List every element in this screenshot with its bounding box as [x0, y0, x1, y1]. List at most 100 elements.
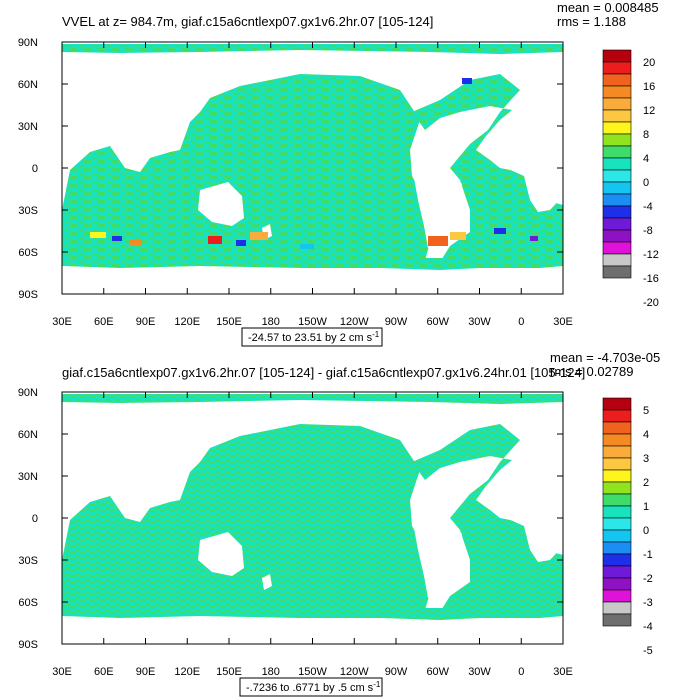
x-tick-label: 30E — [52, 316, 72, 328]
range-label: -.7236 to .6771 by .5 cm s — [246, 682, 374, 694]
x-tick-label: 90E — [136, 666, 156, 678]
y-axis: 90N 60N 30N 0 30S 60S 90S — [18, 37, 563, 301]
x-tick-label: 0 — [518, 666, 524, 678]
x-tick-label: 180 — [262, 316, 280, 328]
y-tick-label: 90N — [18, 387, 38, 399]
x-tick-label: 30W — [468, 316, 491, 328]
x-tick-label: 150E — [216, 316, 242, 328]
colorbar-label: -4 — [643, 621, 653, 633]
land-south-america — [414, 508, 462, 598]
x-tick-label: 60E — [94, 316, 114, 328]
chart-title: VVEL at z= 984.7m, giaf.c15a6cntlexp07.g… — [62, 14, 433, 29]
x-tick-label: 30E — [553, 316, 573, 328]
x-tick-label: 150W — [298, 666, 327, 678]
x-tick-label: 120W — [340, 316, 369, 328]
x-tick-label: 60W — [426, 666, 449, 678]
colorbar-label: -16 — [643, 273, 659, 285]
colorbar-swatch — [602, 481, 632, 495]
colorbar-label: 8 — [643, 129, 649, 141]
colorbar-label: -12 — [643, 249, 659, 261]
colorbar-swatch — [602, 469, 632, 483]
colorbar-swatch — [602, 85, 632, 99]
range-units-sup: -1 — [372, 330, 380, 339]
colorbar-label: 4 — [643, 153, 649, 165]
colorbar-swatch — [602, 421, 632, 435]
colorbar-label: -20 — [643, 297, 659, 309]
colorbar-swatch — [602, 133, 632, 147]
y-tick-label: 0 — [32, 513, 38, 525]
x-tick-label: 30E — [553, 666, 573, 678]
land-africa — [500, 480, 563, 562]
colorbar-swatch — [602, 457, 632, 471]
y-tick-label: 60N — [18, 79, 38, 91]
colorbar-swatch — [602, 265, 632, 279]
x-tick-label: 60E — [94, 666, 114, 678]
colorbar-label: 4 — [643, 429, 649, 441]
colorbar-swatch — [602, 97, 632, 111]
y-tick-label: 60S — [18, 247, 38, 259]
x-tick-label: 30W — [468, 666, 491, 678]
colorbar-label: 3 — [643, 453, 649, 465]
colorbar-swatch — [602, 517, 632, 531]
x-tick-label: 90W — [385, 666, 408, 678]
eddy-streaks — [90, 78, 538, 249]
colorbar-swatch — [602, 493, 632, 507]
colorbar-swatch — [602, 529, 632, 543]
stat-rms: rms = 1.188 — [557, 14, 626, 29]
colorbar-swatch — [602, 565, 632, 579]
ocean-atlantic — [412, 424, 563, 616]
colorbar-swatch — [602, 205, 632, 219]
x-tick-label: 30E — [52, 666, 72, 678]
ocean-pacific-indian — [62, 74, 432, 268]
x-axis: 30E 60E 90E 120E 150E 180 150W 120W 90W 60W 30W 0 30… — [52, 42, 573, 328]
y-tick-label: 30N — [18, 471, 38, 483]
colorbar-label: -5 — [643, 645, 653, 657]
colorbar-swatch — [602, 73, 632, 87]
range-box: -24.57 to 23.51 by 2 cm s-1 — [241, 327, 383, 347]
colorbar-swatch — [602, 169, 632, 183]
x-tick-label: 0 — [518, 316, 524, 328]
colorbar-label: -2 — [643, 573, 653, 585]
colorbar: 20 16 12 8 4 0 -4 -8 -12 -16 -20 — [602, 49, 659, 309]
map-ocean — [62, 42, 563, 294]
colorbar-swatch — [602, 445, 632, 459]
land-australia — [198, 182, 244, 226]
colorbar-swatch — [602, 229, 632, 243]
y-tick-label: 60S — [18, 597, 38, 609]
stat-mean: mean = -4.703e-05 — [550, 350, 660, 365]
colorbar-swatch — [602, 61, 632, 75]
x-tick-label: 90E — [136, 316, 156, 328]
colorbar: 5 4 3 2 1 0 -1 -2 -3 -4 -5 — [602, 397, 653, 657]
colorbar-swatch — [602, 601, 632, 615]
colorbar-swatch — [602, 181, 632, 195]
colorbar-swatch — [602, 49, 632, 63]
y-tick-label: 30S — [18, 205, 38, 217]
colorbar-label: -4 — [643, 201, 653, 213]
y-tick-label: 90S — [18, 639, 38, 651]
x-tick-label: 120W — [340, 666, 369, 678]
stat-rms: rms = 0.02789 — [550, 364, 633, 379]
colorbar-swatch — [602, 241, 632, 255]
colorbar-label: -8 — [643, 225, 653, 237]
colorbar-swatch — [602, 397, 632, 411]
colorbar-swatch — [602, 193, 632, 207]
x-tick-label: 180 — [262, 666, 280, 678]
colorbar-label: -3 — [643, 597, 653, 609]
land-south-america — [414, 158, 462, 248]
chart-title: giaf.c15a6cntlexp07.gx1v6.2hr.07 [105-12… — [62, 365, 585, 380]
y-axis: 90N 60N 30N 0 30S 60S 90S — [18, 387, 563, 651]
y-tick-label: 30S — [18, 555, 38, 567]
ocean-pacific-indian — [62, 424, 432, 618]
y-tick-label: 90S — [18, 289, 38, 301]
colorbar-swatch — [602, 409, 632, 423]
x-tick-label: 120E — [174, 316, 200, 328]
ocean-southern — [62, 258, 563, 270]
range-label: -24.57 to 23.51 by 2 cm s — [248, 332, 373, 344]
range-box: -.7236 to .6771 by .5 cm s-1 — [239, 677, 383, 697]
x-tick-label: 60W — [426, 316, 449, 328]
land-africa — [500, 130, 563, 212]
x-axis: 30E 60E 90E 120E 150E 180 150W 120W 90W 60W 30W 0 30… — [52, 392, 573, 678]
colorbar-swatch — [602, 577, 632, 591]
colorbar-swatch — [602, 541, 632, 555]
